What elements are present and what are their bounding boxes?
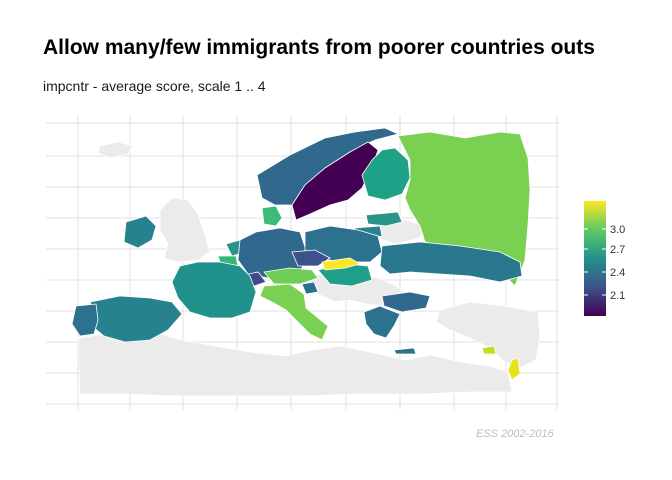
- country-ukraine: [379, 241, 523, 283]
- country-israel: [507, 357, 521, 381]
- country-portugal: [71, 303, 99, 337]
- country-cyprus: [481, 345, 497, 355]
- country-slovakia: [321, 257, 362, 271]
- country-germany: [237, 227, 307, 279]
- country-ireland: [123, 215, 157, 249]
- legend-tick-2-4: 2.4: [610, 267, 625, 279]
- legend-tick-3-0: 3.0: [610, 224, 625, 236]
- source-caption: ESS 2002-2016: [476, 428, 554, 440]
- no-data-land: [77, 141, 541, 397]
- country-greece-crete: [393, 347, 417, 355]
- country-slovenia: [301, 281, 319, 295]
- country-greece: [363, 305, 401, 339]
- legend-tick-2-1: 2.1: [610, 290, 625, 302]
- color-legend: 3.0 2.7 2.4 2.1: [584, 201, 625, 316]
- country-estonia: [365, 211, 403, 227]
- country-bulgaria: [381, 291, 431, 313]
- country-italy: [259, 283, 329, 341]
- country-united-kingdom: [159, 197, 211, 263]
- country-france: [171, 261, 257, 319]
- country-finland: [361, 147, 411, 201]
- country-austria: [263, 267, 319, 285]
- country-spain: [89, 295, 183, 343]
- map-subtitle: impcntr - average score, scale 1 .. 4: [43, 78, 266, 94]
- country-denmark: [261, 205, 283, 227]
- legend-tick-2-7: 2.7: [610, 244, 625, 256]
- map-title: Allow many/few immigrants from poorer co…: [43, 36, 595, 59]
- legend-colorbar: [584, 201, 606, 316]
